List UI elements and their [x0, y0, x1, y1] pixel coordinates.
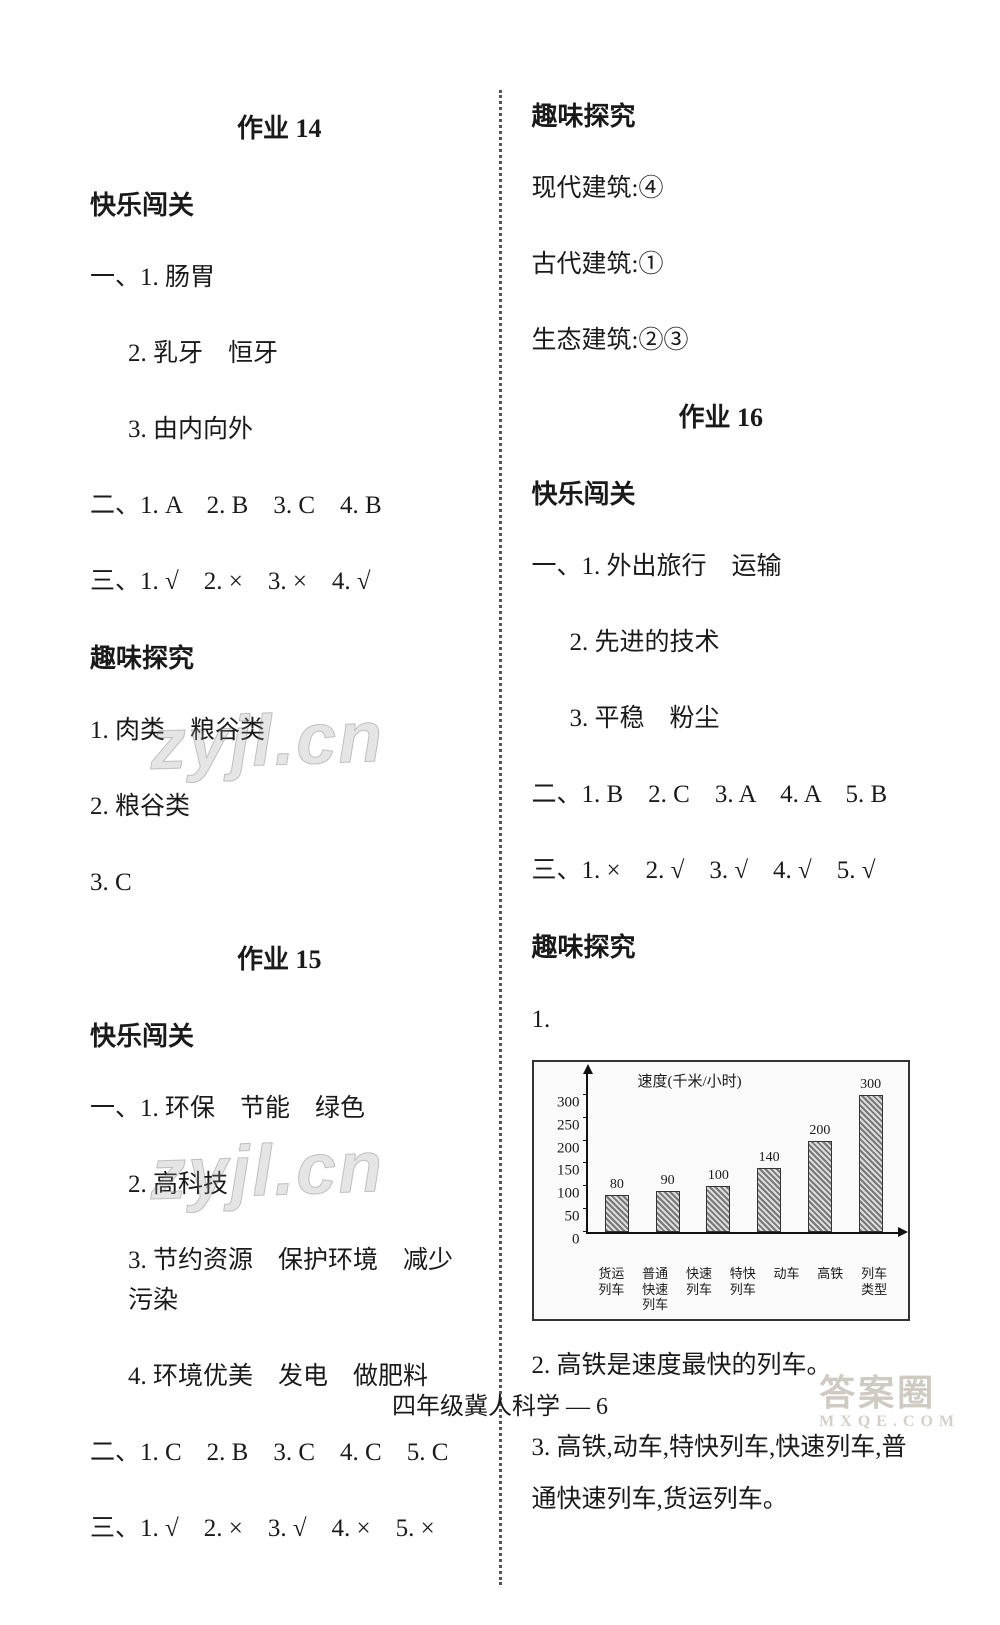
- hw15-l6: 三、1. √ 2. × 3. √ 4. × 5. ×: [90, 1509, 469, 1549]
- hw15-l3: 3. 节约资源 保护环境 减少污染: [90, 1241, 469, 1321]
- hw14-l6: 1. 肉类 粮谷类: [90, 711, 469, 751]
- hw14-l5: 三、1. √ 2. × 3. × 4. √: [90, 562, 469, 602]
- hw16-title: 作业 16: [532, 397, 911, 434]
- chart-y-tick-label: 100: [557, 1186, 580, 1203]
- pre-l1: 现代建筑:④: [532, 169, 911, 209]
- hw16-l5: 三、1. × 2. √ 3. √ 4. √ 5. √: [532, 851, 911, 891]
- chart-x-tick-label: 高铁: [813, 1266, 847, 1313]
- chart-x-labels: 货运列车普通快速列车快速列车特快列车动车高铁列车类型: [586, 1262, 901, 1313]
- hw15-l5: 二、1. C 2. B 3. C 4. C 5. C: [90, 1433, 469, 1473]
- hw14-l4: 二、1. A 2. B 3. C 4. B: [90, 486, 469, 526]
- hw14-l7: 2. 粮谷类: [90, 787, 469, 827]
- chart-plot-area: 速度(千米/小时) 8090100140200300: [586, 1074, 901, 1234]
- left-column: 作业 14 快乐闯关 一、1. 肠胃 2. 乳牙 恒牙 3. 由内向外 二、1.…: [70, 90, 499, 1585]
- chart-y-axis: 050100150200250300: [542, 1072, 586, 1232]
- chart-x-tick-label: 动车: [770, 1266, 804, 1313]
- answer-badge-sub: MXQE.COM: [819, 1413, 960, 1431]
- chart-bar: 90: [653, 1173, 683, 1232]
- hw14-l1: 一、1. 肠胃: [90, 258, 469, 298]
- hw16-section-fun: 趣味探究: [532, 927, 911, 964]
- chart-bar: 300: [856, 1077, 886, 1232]
- hw15-section-happy: 快乐闯关: [90, 1016, 469, 1053]
- hw14-section-happy: 快乐闯关: [90, 185, 469, 222]
- hw16-l1: 一、1. 外出旅行 运输: [532, 547, 911, 587]
- answer-badge-main: 答案圈: [819, 1373, 936, 1413]
- chart-x-tick-label: 货运列车: [594, 1266, 628, 1313]
- hw15-l2: 2. 高科技: [90, 1165, 469, 1205]
- hw16-section-happy: 快乐闯关: [532, 474, 911, 511]
- pre-l2: 古代建筑:①: [532, 245, 911, 285]
- chart-bar: 80: [602, 1177, 632, 1232]
- hw15-l1: 一、1. 环保 节能 绿色: [90, 1089, 469, 1129]
- hw14-l3: 3. 由内向外: [90, 410, 469, 450]
- chart-bar: 100: [703, 1168, 733, 1232]
- hw16-l2: 2. 先进的技术: [532, 623, 911, 663]
- chart-bar-value: 200: [809, 1123, 830, 1139]
- chart-bar: 200: [805, 1123, 835, 1232]
- hw15-title: 作业 15: [90, 939, 469, 976]
- chart-y-tick-label: 50: [565, 1209, 580, 1226]
- chart-x-title: 列车类型: [857, 1266, 891, 1313]
- hw14-l8: 3. C: [90, 863, 469, 903]
- chart-bar-value: 100: [708, 1168, 729, 1184]
- chart-bar-value: 80: [610, 1177, 624, 1193]
- speed-bar-chart: 050100150200250300 速度(千米/小时) 80901001402…: [532, 1060, 911, 1321]
- hw16-l4: 二、1. B 2. C 3. A 4. A 5. B: [532, 775, 911, 815]
- hw16-l3: 3. 平稳 粉尘: [532, 699, 911, 739]
- chart-bar-value: 300: [860, 1077, 881, 1093]
- y-axis-arrow-icon: [583, 1064, 593, 1074]
- chart-bar-value: 90: [661, 1173, 675, 1189]
- chart-y-tick-label: 150: [557, 1163, 580, 1180]
- chart-x-tick-label: 普通快速列车: [638, 1266, 672, 1313]
- hw14-l2: 2. 乳牙 恒牙: [90, 334, 469, 374]
- right-column: 趣味探究 现代建筑:④ 古代建筑:① 生态建筑:②③ 作业 16 快乐闯关 一、…: [502, 90, 931, 1585]
- hw14-section-fun: 趣味探究: [90, 638, 469, 675]
- chart-bar-value: 140: [759, 1150, 780, 1166]
- pre-section-fun: 趣味探究: [532, 96, 911, 133]
- chart-x-tick-label: 快速列车: [682, 1266, 716, 1313]
- answer-badge: 答案圈 MXQE.COM: [819, 1374, 960, 1431]
- chart-y-tick-label: 300: [557, 1094, 580, 1111]
- pre-l3: 生态建筑:②③: [532, 321, 911, 361]
- hw16-q1: 1.: [532, 1000, 911, 1040]
- hw16-q3: 3. 高铁,动车,特快列车,快速列车,普通快速列车,货运列车。: [532, 1422, 911, 1527]
- chart-x-tick-label: 特快列车: [726, 1266, 760, 1313]
- chart-y-tick-label: 0: [572, 1232, 580, 1249]
- hw14-title: 作业 14: [90, 108, 469, 145]
- chart-bar: 140: [754, 1150, 784, 1232]
- chart-bars: 80 90 100 140 200 300: [588, 1074, 901, 1232]
- chart-y-tick-label: 200: [557, 1140, 580, 1157]
- chart-y-tick-label: 250: [557, 1117, 580, 1134]
